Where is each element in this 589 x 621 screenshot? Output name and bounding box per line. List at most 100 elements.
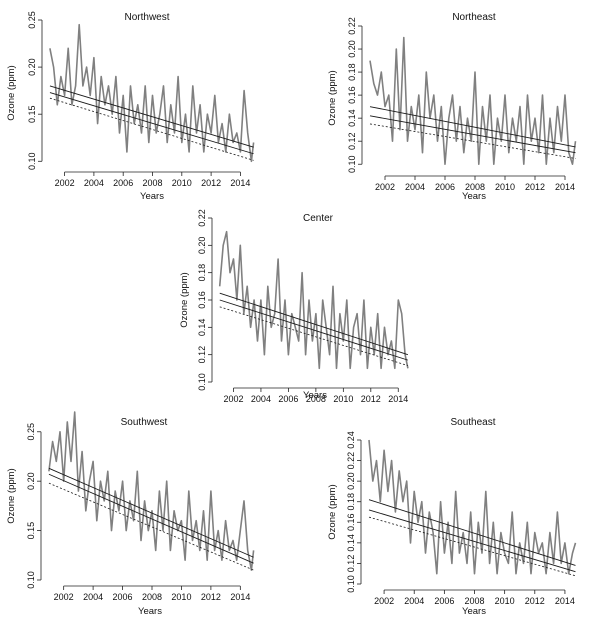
y-axis-label: Ozone (ppm): [6, 65, 17, 120]
x-tick-label: 2006: [435, 182, 455, 192]
trend-line: [48, 473, 254, 564]
y-tick-label: 0.15: [26, 522, 36, 540]
y-tick-label: 0.25: [26, 423, 36, 441]
panel-title: Southeast: [450, 417, 495, 428]
y-tick-label: 0.20: [347, 40, 357, 58]
panel-title: Center: [303, 213, 334, 224]
x-tick-label: 2008: [464, 596, 484, 606]
y-tick-label: 0.25: [27, 11, 37, 29]
ozone-series-line: [218, 230, 409, 370]
x-tick-label: 2004: [404, 596, 424, 606]
x-tick-label: 2006: [434, 596, 454, 606]
y-tick-label: 0.12: [347, 132, 357, 150]
y-tick-label: 0.20: [27, 58, 37, 76]
ozone-series-line: [368, 439, 577, 575]
y-tick-label: 0.16: [346, 514, 356, 532]
y-tick-label: 0.22: [197, 209, 207, 227]
ozone-series-line: [48, 411, 255, 571]
y-tick-label: 0.12: [197, 346, 207, 364]
x-tick-label: 2002: [54, 592, 74, 602]
upper-confidence-line: [48, 467, 254, 558]
upper-confidence-line: [49, 85, 254, 148]
x-axis-label: Years: [138, 606, 162, 617]
x-tick-label: 2010: [495, 182, 515, 192]
y-tick-label: 0.22: [346, 452, 356, 470]
y-axis-label: Ozone (ppm): [179, 272, 190, 327]
trend-line: [49, 92, 254, 155]
x-tick-label: 2004: [83, 592, 103, 602]
x-tick-label: 2006: [113, 592, 133, 602]
trend-line: [369, 115, 576, 154]
lower-confidence-line: [48, 482, 254, 571]
y-tick-label: 0.24: [346, 431, 356, 449]
x-tick-label: 2002: [374, 596, 394, 606]
panel-title: Northeast: [452, 12, 496, 23]
y-tick-label: 0.16: [347, 86, 357, 104]
x-tick-label: 2014: [230, 592, 250, 602]
ozone-series-line: [49, 23, 255, 163]
x-tick-label: 2002: [55, 178, 75, 188]
x-tick-label: 2014: [230, 178, 250, 188]
x-tick-label: 2006: [278, 394, 298, 404]
panel-northwest: Northwest Years Ozone (ppm) 0.10 0.15 0.20…: [6, 11, 255, 202]
y-tick-label: 0.18: [346, 493, 356, 511]
upper-confidence-line: [369, 106, 576, 148]
x-tick-label: 2010: [333, 394, 353, 404]
x-tick-label: 2010: [172, 178, 192, 188]
lower-confidence-line: [49, 97, 254, 161]
x-axis-label: Years: [303, 390, 327, 401]
lower-confidence-line: [219, 306, 408, 366]
y-tick-label: 0.10: [27, 153, 37, 171]
x-tick-label: 2006: [113, 178, 133, 188]
x-tick-label: 2004: [84, 178, 104, 188]
y-tick-label: 0.15: [27, 105, 37, 123]
panel-title: Southwest: [121, 417, 168, 428]
y-axis-label: Ozone (ppm): [6, 468, 17, 523]
x-tick-label: 2008: [306, 394, 326, 404]
upper-confidence-line: [219, 292, 409, 356]
x-tick-label: 2012: [525, 182, 545, 192]
x-tick-label: 2004: [405, 182, 425, 192]
y-tick-label: 0.14: [346, 534, 356, 552]
panel-center: Center Years Ozone (ppm) 0.10 0.12 0.14 0.1…: [179, 209, 409, 404]
y-tick-label: 0.20: [26, 472, 36, 490]
panel-southeast: Southeast Years Ozone (ppm) 0.10 0.12 0.14…: [327, 417, 577, 617]
x-tick-label: 2012: [201, 178, 221, 188]
x-tick-label: 2008: [142, 592, 162, 602]
x-tick-label: 2014: [555, 182, 575, 192]
x-tick-label: 2002: [223, 394, 243, 404]
y-tick-label: 0.20: [346, 472, 356, 490]
x-tick-label: 2012: [201, 592, 221, 602]
y-tick-label: 0.18: [197, 264, 207, 282]
x-tick-label: 2012: [361, 394, 381, 404]
x-tick-label: 2014: [388, 394, 408, 404]
y-tick-label: 0.10: [346, 575, 356, 593]
x-axis-label: Years: [462, 191, 486, 202]
y-axis-label: Ozone (ppm): [327, 484, 338, 539]
panel-southwest: Southwest Years Ozone (ppm) 0.10 0.15 0.20…: [6, 411, 255, 617]
y-tick-label: 0.18: [347, 63, 357, 81]
trend-line: [219, 299, 409, 361]
x-tick-label: 2014: [555, 596, 575, 606]
y-tick-label: 0.14: [197, 319, 207, 337]
y-tick-label: 0.22: [347, 17, 357, 35]
lower-confidence-line: [369, 123, 576, 159]
x-tick-label: 2008: [465, 182, 485, 192]
y-tick-label: 0.14: [347, 109, 357, 127]
panel-title: Northwest: [124, 12, 169, 23]
upper-confidence-line: [368, 499, 576, 566]
y-tick-label: 0.20: [197, 237, 207, 255]
y-tick-label: 0.12: [346, 555, 356, 573]
panel-northeast: Northeast Years Ozone (ppm) 0.10 0.12 0.14…: [327, 12, 577, 202]
y-tick-label: 0.10: [197, 373, 207, 391]
y-axis-label: Ozone (ppm): [327, 70, 338, 125]
x-tick-label: 2012: [525, 596, 545, 606]
y-tick-label: 0.10: [26, 571, 36, 589]
x-tick-label: 2002: [375, 182, 395, 192]
x-axis-label: Years: [462, 606, 486, 617]
y-tick-label: 0.16: [197, 291, 207, 309]
ozone-series-line: [369, 36, 577, 165]
x-tick-label: 2004: [251, 394, 271, 404]
trend-line: [368, 509, 576, 573]
